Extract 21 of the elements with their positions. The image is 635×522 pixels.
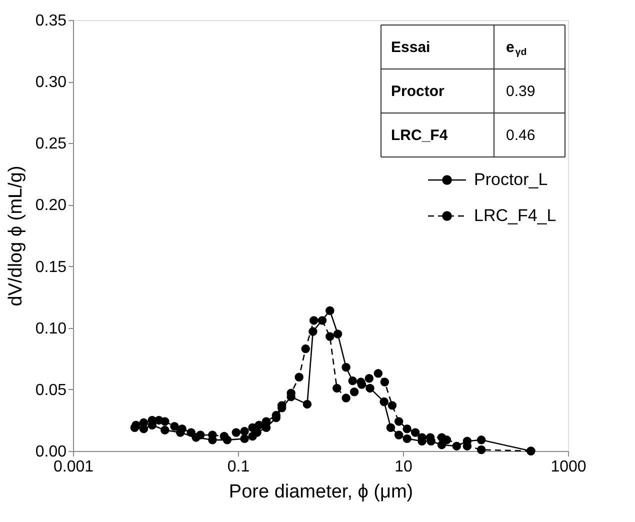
- y-tick-label: 0.05: [35, 382, 67, 399]
- annotation: Essai: [391, 39, 430, 56]
- annotation: LRC_F4: [391, 127, 448, 144]
- x-tick-label: 10: [394, 458, 412, 476]
- x-tick-label: 0.1: [227, 458, 250, 476]
- legend-label: LRC_F4_L: [474, 206, 556, 225]
- y-tick-label: 0.25: [35, 136, 67, 153]
- y-tick-label: 0.00: [35, 444, 67, 460]
- annotation: 0.46: [506, 127, 536, 144]
- y-tick-label: 0.15: [35, 258, 67, 276]
- x-tick-label: 0.001: [53, 458, 94, 476]
- y-tick-label: 0.30: [35, 74, 67, 92]
- y-tick-label: 0.20: [35, 197, 67, 214]
- legend-label: Proctor_L: [474, 170, 548, 189]
- annotation: 0.39: [506, 83, 536, 100]
- y-tick-label: 0.35: [35, 12, 67, 30]
- x-axis-title: Pore diameter, ϕ (μm): [228, 482, 414, 502]
- y-tick-label: 0.10: [35, 320, 67, 338]
- y-axis-title: dV/dlog ϕ (mL/g): [5, 166, 26, 306]
- annotation: Proctor: [391, 83, 445, 100]
- x-tick-label: 1000: [550, 458, 586, 476]
